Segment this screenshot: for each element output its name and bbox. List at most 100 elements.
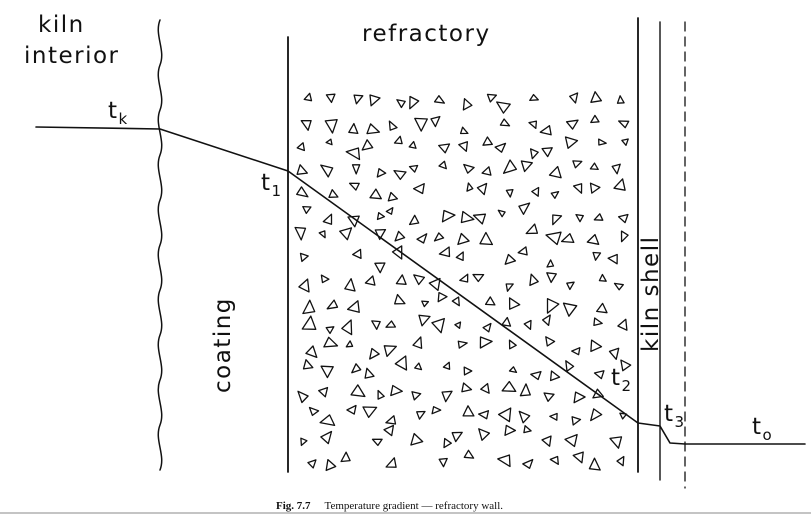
aggregate-triangle [437, 291, 448, 303]
aggregate-triangle [442, 361, 451, 370]
aggregate-triangle [433, 232, 445, 242]
temp-label-t3: t3 [664, 401, 686, 431]
aggregate-triangle [569, 92, 579, 104]
coating-label: coating [210, 297, 236, 393]
aggregate-triangle [385, 207, 394, 215]
aggregate-triangle [351, 363, 362, 374]
aggregate-triangle [394, 355, 408, 371]
aggregate-triangle [320, 274, 330, 284]
aggregate-triangle [531, 186, 540, 197]
aggregate-triangle [543, 392, 555, 402]
aggregate-triangle [478, 428, 491, 441]
aggregate-triangle [385, 320, 397, 328]
aggregate-triangle [302, 205, 312, 215]
aggregate-triangle [323, 336, 339, 348]
aggregate-triangle [383, 424, 395, 437]
aggregate-triangle [519, 383, 531, 397]
aggregate-triangle [296, 164, 308, 175]
aggregate-triangle [618, 120, 630, 129]
aggregate-triangle [325, 326, 335, 335]
aggregate-triangle [410, 432, 424, 446]
aggregate-triangle [305, 345, 318, 359]
aggregate-triangle [550, 190, 560, 199]
aggregate-triangle [508, 366, 518, 374]
aggregate-triangle [443, 437, 452, 449]
aggregate-triangle [438, 246, 451, 258]
aggregate-triangle [571, 347, 581, 356]
aggregate-triangle [339, 227, 353, 241]
aggregate-triangle [303, 92, 313, 102]
aggregate-triangle [607, 253, 618, 265]
aggregate-triangle [377, 389, 385, 400]
aggregate-triangle [395, 274, 407, 285]
aggregate-triangle [518, 202, 531, 215]
aggregate-triangle [344, 278, 356, 292]
aggregate-triangle [307, 459, 317, 469]
aggregate-triangle [565, 360, 575, 372]
aggregate-triangle [621, 138, 629, 146]
aggregate-triangle [539, 125, 552, 136]
aggregate-triangle [590, 91, 603, 103]
aggregate-triangle [341, 319, 353, 336]
aggregate-triangle [497, 209, 506, 218]
aggregate-triangle [479, 231, 494, 246]
aggregate-triangle [345, 147, 361, 161]
aggregate-triangle [385, 415, 397, 425]
aggregate-triangle [416, 233, 428, 244]
aggregate-triangle [350, 384, 366, 398]
aggregate-triangle [302, 359, 314, 370]
aggregate-triangle [300, 119, 312, 131]
aggregate-triangle [396, 99, 406, 109]
aggregate-triangle [479, 336, 493, 349]
aggregate-triangle [438, 143, 451, 154]
aggregate-triangle [548, 165, 562, 179]
aggregate-triangle [609, 436, 623, 449]
aggregate-triangle [508, 339, 517, 350]
aggregate-triangle [298, 278, 310, 293]
aggregate-triangle [431, 317, 445, 334]
aggregate-triangle [466, 182, 474, 192]
aggregate-triangle [482, 322, 492, 333]
aggregate-triangle [564, 433, 578, 448]
aggregate-triangle [619, 412, 628, 420]
aggregate-triangle [501, 316, 512, 327]
aggregate-triangle [326, 299, 339, 310]
refractory-label: refractory [362, 21, 491, 47]
aggregate-triangle [545, 336, 556, 347]
aggregate-triangle [369, 188, 382, 200]
aggregate-triangle [458, 141, 469, 152]
aggregate-triangle [318, 230, 326, 239]
aggregate-triangle [564, 136, 579, 149]
aggregate-triangle [528, 120, 538, 130]
aggregate-triangle [348, 182, 360, 191]
aggregate-triangle [590, 114, 600, 124]
aggregate-triangle [522, 458, 534, 469]
aggregate-triangle [523, 319, 532, 331]
aggregate-triangle [572, 160, 583, 169]
aggregate-triangle [308, 406, 320, 417]
aggregate-triangle [433, 95, 446, 104]
aggregate-triangle [296, 142, 306, 152]
aggregate-triangle [299, 252, 309, 263]
aggregate-triangle [463, 366, 473, 376]
aggregate-triangle [541, 314, 551, 327]
aggregate-triangle [319, 414, 336, 427]
aggregate-triangle [441, 390, 453, 403]
aggregate-triangle [620, 359, 632, 372]
aggregate-triangle [572, 451, 584, 464]
aggregate-triangle [482, 136, 493, 146]
aggregate-triangle [571, 416, 582, 426]
aggregate-triangle [575, 213, 584, 223]
aggregate-triangle [394, 230, 406, 242]
aggregate-triangle [412, 183, 425, 195]
temperature-gradient-line [35, 126, 806, 445]
aggregate-triangle [361, 139, 374, 151]
aggregate-triangle [505, 283, 514, 292]
aggregate-triangle [325, 458, 337, 472]
aggregate-triangle [431, 406, 442, 415]
aggregate-triangle [413, 274, 426, 286]
aggregate-triangle [412, 336, 423, 349]
aggregate-triangle [613, 178, 626, 191]
aggregate-triangle [499, 118, 511, 127]
aggregate-triangle [590, 339, 603, 353]
